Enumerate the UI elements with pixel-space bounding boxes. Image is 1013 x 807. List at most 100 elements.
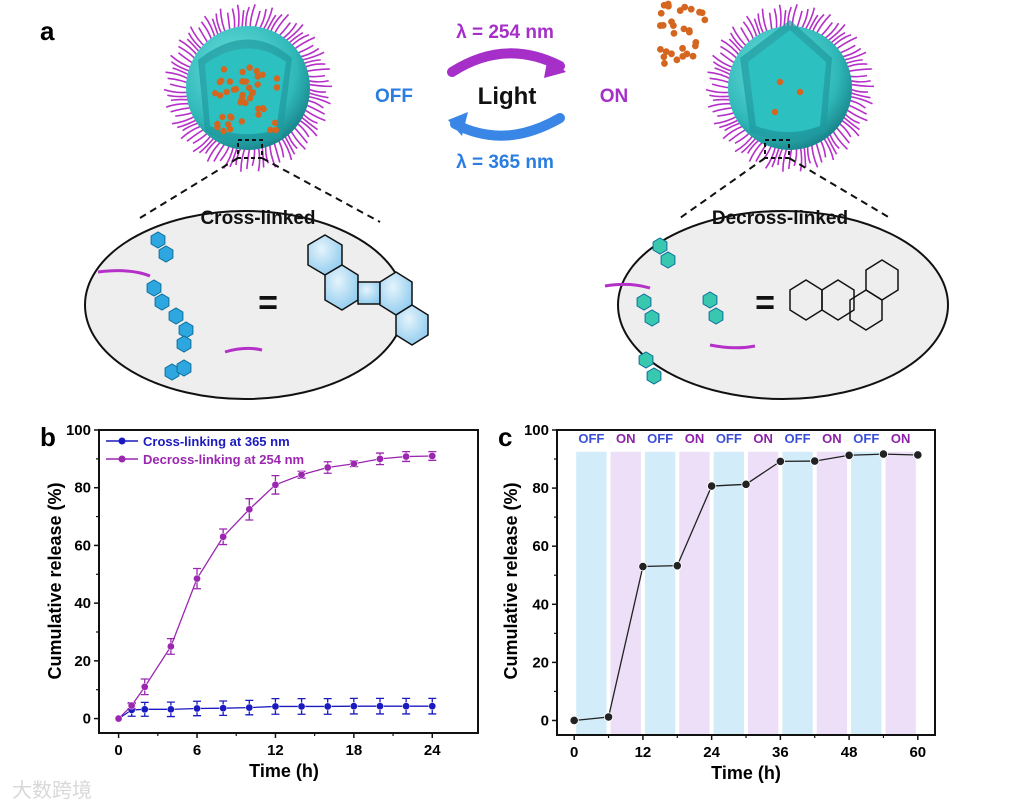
data-point [844,450,854,460]
cargo-particle [271,119,279,126]
decrosslinked-inset [617,210,949,400]
wavelength-365-label: λ = 365 nm [456,152,554,173]
cargo-particle [240,78,248,85]
cargo-particle [687,5,695,13]
coumarin-ring [176,359,192,377]
band-label: OFF [785,431,811,446]
data-point [376,455,384,463]
data-point [193,574,201,583]
data-point [428,452,437,460]
band-on [816,451,848,734]
band-label: OFF [853,431,879,446]
wavelength-254-label: λ = 254 nm [456,22,554,43]
data-point [127,701,136,710]
data-point [193,704,201,713]
data-point [271,702,280,711]
data-point [323,702,332,711]
y-tick-label: 20 [532,654,549,671]
cargo-particle [661,60,668,67]
cargo-particle [220,66,228,73]
y-axis-label: Cumulative release (%) [45,482,65,679]
cargo-particle [259,71,266,78]
x-tick-label: 0 [114,742,122,759]
arrow-on-icon [447,48,565,77]
coumarin-ring [638,351,654,369]
band-off [851,451,882,734]
band-label: OFF [578,431,604,446]
y-tick-label: 0 [541,712,549,729]
cargo-particle [259,105,267,112]
cyclobutane-dimer-structure [307,234,429,346]
coumarin-ring [158,245,174,263]
micelle-on-illustration [656,0,875,172]
panel-a-label: a [40,16,55,46]
data-point [376,702,384,711]
coumarin-ring [146,279,162,297]
data-point [775,456,785,466]
y-axis-label: Cumulative release (%) [501,482,521,679]
cargo-particle [771,108,779,116]
x-tick-label: 60 [909,744,926,761]
data-point [297,470,306,479]
state-off-label: OFF [375,86,413,107]
coumarin-ring [154,293,170,311]
x-axis-label: Time (h) [249,761,319,781]
cargo-particle [239,68,246,76]
data-point [402,702,410,711]
x-tick-label: 36 [772,744,789,761]
micelle-off-illustration [163,4,333,172]
coumarin-ring [636,293,652,311]
data-point [672,561,682,571]
legend-item: Decross-linking at 254 nm [143,452,304,467]
data-point [707,481,717,491]
data-point [878,449,889,459]
panel-b-label: b [40,422,56,452]
watermark: 大数跨境 [12,779,92,802]
data-point [810,456,820,466]
cargo-particle [668,50,675,58]
coumarin-ring [646,367,662,385]
x-tick-label: 12 [635,744,652,761]
band-off [713,451,744,734]
cargo-particle [660,53,668,61]
cargo-particle [246,64,253,71]
cargo-particle [657,9,665,17]
series-line [118,455,433,720]
coumarin-ring [702,291,718,309]
x-tick-label: 24 [424,742,441,759]
cargo-particle [253,67,260,75]
data-point [297,702,306,711]
band-label: ON [891,431,911,446]
cargo-particle [219,113,226,121]
released-cargo [656,0,804,116]
cargo-particle [223,88,230,96]
x-tick-label: 24 [703,744,720,761]
data-point [167,705,175,714]
y-tick-label: 0 [83,711,91,728]
cargo-particle [217,92,224,99]
y-tick-label: 40 [532,596,549,613]
y-tick-label: 60 [74,537,91,554]
crosslinked-title: Cross-linked [200,208,315,229]
cargo-particle [230,86,238,93]
cargo-particle [685,28,693,36]
band-label: ON [753,431,773,446]
cargo-particle [267,126,274,134]
x-tick-label: 6 [193,742,201,759]
cargo-particle [239,91,246,99]
series-release [569,449,923,726]
y-tick-label: 60 [532,538,549,555]
data-point [402,452,410,461]
data-point [140,682,149,691]
data-point [114,714,123,723]
band-label: ON [685,431,705,446]
band-off [644,451,676,734]
legend-item: Cross-linking at 365 nm [143,434,290,449]
cargo-particle [254,81,261,88]
cargo-particle [683,50,691,58]
data-point [638,561,648,572]
arrow-off-icon [450,113,565,141]
band-label: ON [616,431,636,446]
cargo-particle [218,77,225,84]
data-point [245,703,254,712]
